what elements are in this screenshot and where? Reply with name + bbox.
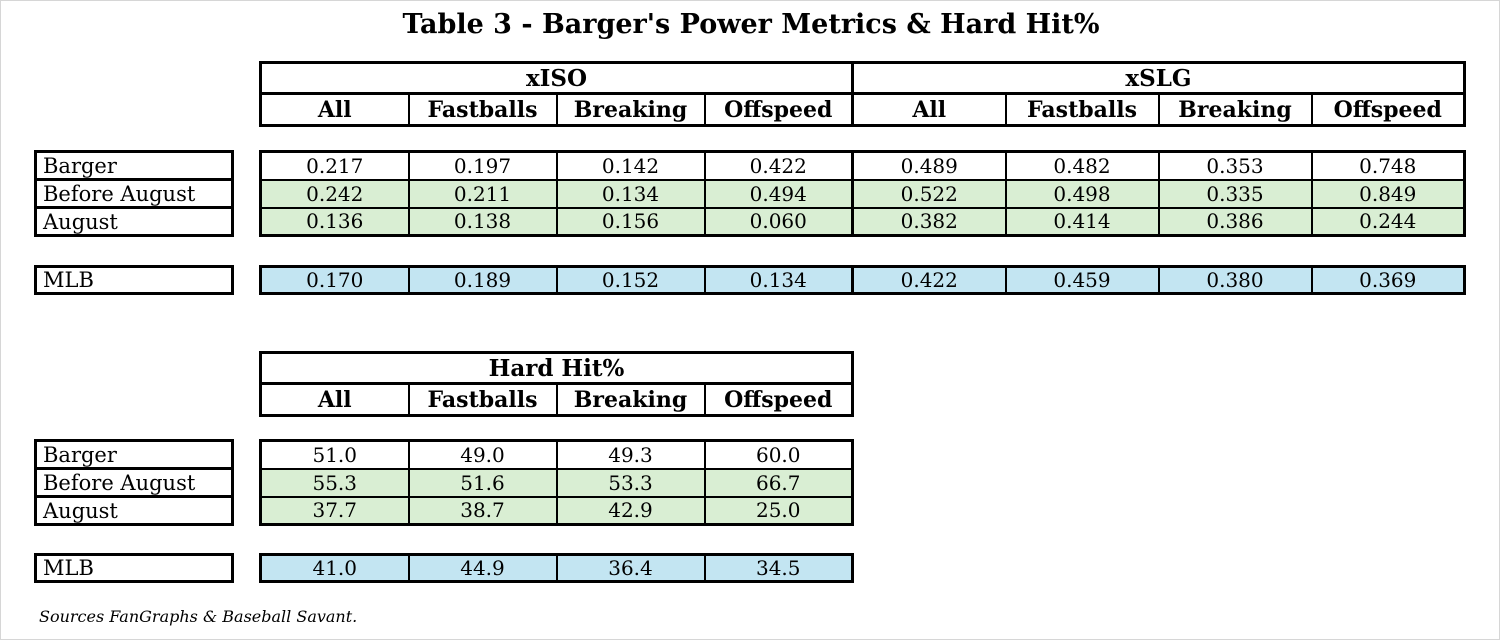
table-row: 0.136 0.138 0.156 0.060 0.382 0.414 0.38… bbox=[259, 206, 1466, 237]
hardhit-table-mlb-label: MLB bbox=[34, 553, 234, 583]
data-cell: 51.6 bbox=[407, 467, 558, 498]
table-row: 0.242 0.211 0.134 0.494 0.522 0.498 0.33… bbox=[259, 178, 1466, 209]
data-cell: 0.217 bbox=[259, 150, 410, 181]
data-cell: 0.422 bbox=[703, 150, 854, 181]
table-row: 55.3 51.6 53.3 66.7 bbox=[259, 467, 854, 498]
data-cell: 25.0 bbox=[703, 495, 854, 526]
row-label: August bbox=[34, 206, 234, 237]
data-cell: 0.156 bbox=[555, 206, 706, 237]
data-cell: 49.0 bbox=[407, 439, 558, 470]
data-cell: 0.369 bbox=[1310, 265, 1466, 295]
data-cell: 0.152 bbox=[555, 265, 706, 295]
data-cell: 51.0 bbox=[259, 439, 410, 470]
row-label: Barger bbox=[34, 439, 234, 470]
data-cell: 0.138 bbox=[407, 206, 558, 237]
data-cell: 0.242 bbox=[259, 178, 410, 209]
data-cell: 0.170 bbox=[259, 265, 410, 295]
data-cell: 60.0 bbox=[703, 439, 854, 470]
hardhit-table-row-labels: Barger Before August August bbox=[34, 439, 234, 526]
hardhit-table-body: 51.0 49.0 49.3 60.0 55.3 51.6 53.3 66.7 … bbox=[259, 439, 854, 526]
row-label: MLB bbox=[34, 553, 234, 583]
row-label: MLB bbox=[34, 265, 234, 295]
column-header: Fastballs bbox=[407, 382, 558, 417]
row-label: Barger bbox=[34, 150, 234, 181]
data-cell: 0.134 bbox=[703, 265, 854, 295]
data-cell: 0.197 bbox=[407, 150, 558, 181]
data-cell: 0.134 bbox=[555, 178, 706, 209]
power-table-mlb-label: MLB bbox=[34, 265, 234, 295]
page-title: Table 3 - Barger's Power Metrics & Hard … bbox=[402, 9, 1100, 40]
row-label: Before August bbox=[34, 467, 234, 498]
power-table-body: 0.217 0.197 0.142 0.422 0.489 0.482 0.35… bbox=[259, 150, 1466, 237]
data-cell: 53.3 bbox=[555, 467, 706, 498]
data-cell: 0.414 bbox=[1004, 206, 1160, 237]
data-cell: 0.142 bbox=[555, 150, 706, 181]
column-header: Fastballs bbox=[407, 92, 558, 127]
data-cell: 0.494 bbox=[703, 178, 854, 209]
column-header: Breaking bbox=[555, 92, 706, 127]
data-cell: 0.060 bbox=[703, 206, 854, 237]
data-cell: 41.0 bbox=[259, 553, 410, 583]
data-cell: 44.9 bbox=[407, 553, 558, 583]
data-cell: 0.459 bbox=[1004, 265, 1160, 295]
data-cell: 38.7 bbox=[407, 495, 558, 526]
hardhit-table-header: Hard Hit% All Fastballs Breaking Offspee… bbox=[259, 351, 854, 417]
data-cell: 42.9 bbox=[555, 495, 706, 526]
data-cell: 0.382 bbox=[851, 206, 1007, 237]
column-header: Breaking bbox=[1157, 92, 1313, 127]
data-cell: 34.5 bbox=[703, 553, 854, 583]
data-cell: 0.422 bbox=[851, 265, 1007, 295]
data-cell: 0.136 bbox=[259, 206, 410, 237]
data-cell: 0.482 bbox=[1004, 150, 1160, 181]
column-group-hardhit: Hard Hit% bbox=[259, 351, 854, 385]
row-label: Before August bbox=[34, 178, 234, 209]
column-header: All bbox=[259, 92, 410, 127]
data-cell: 0.353 bbox=[1157, 150, 1313, 181]
data-cell: 0.498 bbox=[1004, 178, 1160, 209]
power-table-mlb-row: 0.170 0.189 0.152 0.134 0.422 0.459 0.38… bbox=[259, 265, 1466, 295]
hardhit-table-mlb-row: 41.0 44.9 36.4 34.5 bbox=[259, 553, 854, 583]
column-header: Fastballs bbox=[1004, 92, 1160, 127]
column-header: All bbox=[851, 92, 1007, 127]
data-cell: 0.335 bbox=[1157, 178, 1313, 209]
table-row: 41.0 44.9 36.4 34.5 bbox=[259, 553, 854, 583]
power-table-header: xISO xSLG All Fastballs Breaking Offspee… bbox=[259, 61, 1466, 127]
data-cell: 0.211 bbox=[407, 178, 558, 209]
data-cell: 66.7 bbox=[703, 467, 854, 498]
column-header: Offspeed bbox=[703, 92, 854, 127]
table-row: 51.0 49.0 49.3 60.0 bbox=[259, 439, 854, 470]
data-cell: 0.522 bbox=[851, 178, 1007, 209]
row-label: August bbox=[34, 495, 234, 526]
data-cell: 37.7 bbox=[259, 495, 410, 526]
table-row: 0.217 0.197 0.142 0.422 0.489 0.482 0.35… bbox=[259, 150, 1466, 181]
column-group-xiso: xISO bbox=[259, 61, 854, 95]
power-table-row-labels: Barger Before August August bbox=[34, 150, 234, 237]
column-header: Offspeed bbox=[703, 382, 854, 417]
column-header: Offspeed bbox=[1310, 92, 1466, 127]
data-cell: 0.386 bbox=[1157, 206, 1313, 237]
source-note: Sources FanGraphs & Baseball Savant. bbox=[39, 607, 358, 626]
data-cell: 0.849 bbox=[1310, 178, 1466, 209]
data-cell: 0.489 bbox=[851, 150, 1007, 181]
data-cell: 0.748 bbox=[1310, 150, 1466, 181]
data-cell: 0.380 bbox=[1157, 265, 1313, 295]
data-cell: 55.3 bbox=[259, 467, 410, 498]
data-cell: 0.244 bbox=[1310, 206, 1466, 237]
table-row: 37.7 38.7 42.9 25.0 bbox=[259, 495, 854, 526]
data-cell: 0.189 bbox=[407, 265, 558, 295]
column-group-xslg: xSLG bbox=[851, 61, 1466, 95]
column-header: Breaking bbox=[555, 382, 706, 417]
column-header: All bbox=[259, 382, 410, 417]
data-cell: 36.4 bbox=[555, 553, 706, 583]
table-row: 0.170 0.189 0.152 0.134 0.422 0.459 0.38… bbox=[259, 265, 1466, 295]
data-cell: 49.3 bbox=[555, 439, 706, 470]
